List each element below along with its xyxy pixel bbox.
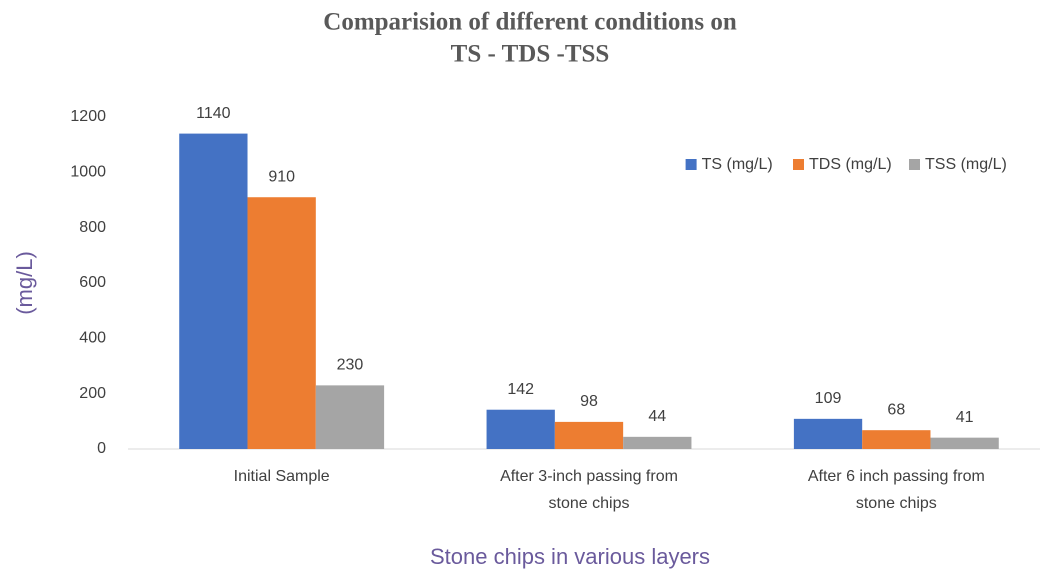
bar xyxy=(486,409,555,449)
legend-label: TSS (mg/L) xyxy=(925,156,1007,173)
y-tick-label: 1000 xyxy=(70,164,106,181)
y-tick-label: 1200 xyxy=(70,108,106,125)
x-tick-label: After 3-inch passing from stone chips xyxy=(500,468,678,512)
legend-label: TS (mg/L) xyxy=(702,156,773,173)
y-tick-label: 200 xyxy=(79,385,106,402)
data-label: 910 xyxy=(268,168,295,185)
data-label: 98 xyxy=(580,393,598,410)
x-axis-title: Stone chips in various layers xyxy=(430,544,710,569)
y-axis-title: (mg/L) xyxy=(12,251,37,315)
y-tick-label: 0 xyxy=(97,440,106,457)
legend-label: TDS (mg/L) xyxy=(809,156,892,173)
bar xyxy=(247,197,316,449)
bar xyxy=(554,421,624,449)
y-tick-label: 600 xyxy=(79,274,106,291)
bar xyxy=(179,133,248,449)
bar xyxy=(930,437,999,449)
data-label: 230 xyxy=(337,357,364,374)
data-label: 142 xyxy=(507,381,534,398)
bar xyxy=(623,436,692,449)
legend-swatch xyxy=(685,159,697,170)
x-tick-label: Initial Sample xyxy=(234,468,330,485)
chart-title: Comparision of different conditions on xyxy=(323,9,737,36)
data-label: 109 xyxy=(815,390,842,407)
bar xyxy=(315,385,385,449)
y-tick-label: 800 xyxy=(79,219,106,236)
data-label: 44 xyxy=(648,408,666,425)
y-tick-label: 400 xyxy=(79,330,106,347)
legend-swatch xyxy=(793,159,804,170)
x-tick-label: After 6 inch passing from stone chips xyxy=(808,468,985,512)
data-label: 1140 xyxy=(196,105,231,122)
legend-swatch xyxy=(909,159,920,170)
data-label: 41 xyxy=(956,409,974,426)
bar xyxy=(793,418,863,449)
bar xyxy=(862,430,931,449)
data-label: 68 xyxy=(887,401,905,418)
chart-title: TS - TDS -TSS xyxy=(451,41,610,68)
